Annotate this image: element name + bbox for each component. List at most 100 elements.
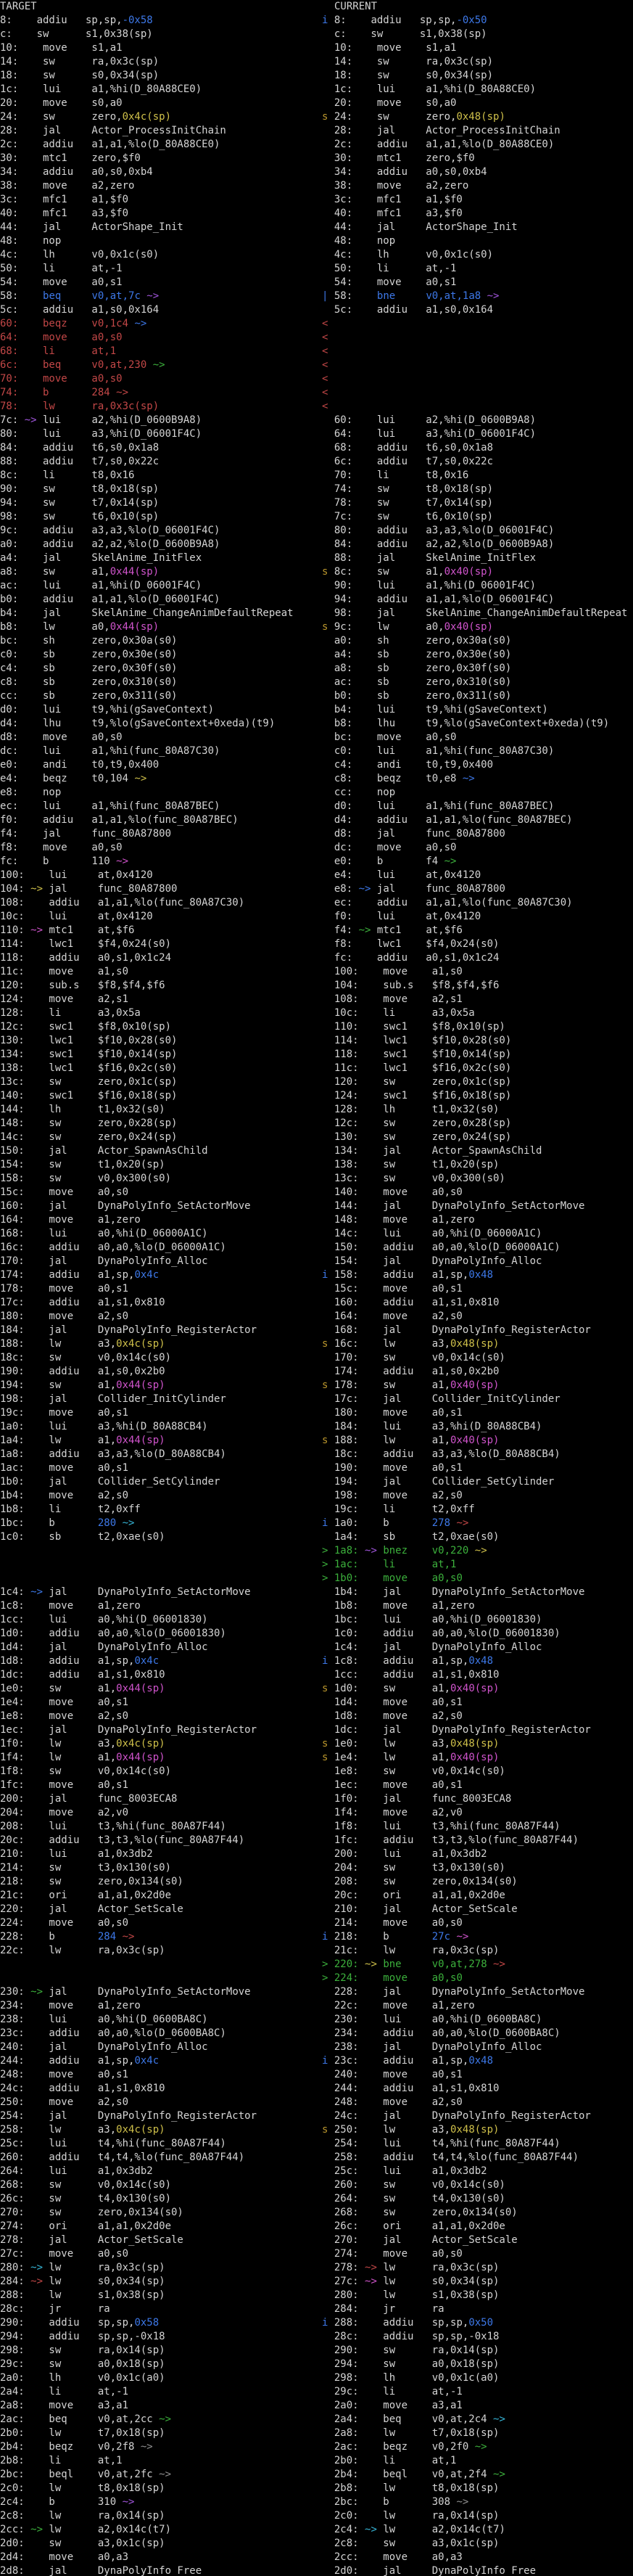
- asm-row: 17c: addiu a1,s1,0x810 160: addiu a1,s1,…: [0, 1296, 633, 1310]
- asm-text: 27c: move a0,s0: [0, 2248, 129, 2260]
- asm-row: > 1ac: li at,1: [0, 1558, 633, 1572]
- asm-row: 10: move s1,a1 10: move s1,a1: [0, 41, 633, 55]
- asm-row: 154: sw t1,0x20(sp) 138: sw t1,0x20(sp): [0, 1158, 633, 1172]
- target-cell: fc: b 110 ~>: [0, 855, 322, 869]
- asm-text: 230:: [0, 1986, 31, 1998]
- asm-text: 20: move s0,a0: [0, 97, 123, 109]
- target-cell: 15c: move a0,s0: [0, 1186, 322, 1199]
- current-cell: s 8c: sw a1,0x40(sp): [322, 565, 633, 579]
- asm-text: ~>: [487, 2413, 505, 2425]
- asm-text: 88: jal SkelAnime_InitFlex: [322, 552, 537, 564]
- current-cell: 22c: move a1,zero: [322, 1999, 633, 2013]
- asm-row: 210: lui a1,0x3db2 200: lui a1,0x3db2: [0, 1847, 633, 1861]
- diff-marker: s: [322, 1738, 328, 1750]
- current-cell: 248: move a2,s0: [322, 2096, 633, 2109]
- target-cell: 264: lui a1,0x3db2: [0, 2165, 322, 2178]
- asm-text: 0x44(sp): [109, 621, 160, 633]
- asm-text: 268: sw v0,0x14c(s0): [0, 2179, 172, 2191]
- asm-text: 18c: sw v0,0x14c(s0): [0, 1352, 172, 1363]
- asm-text: 0x40(sp): [450, 1379, 500, 1391]
- asm-text: 100: lui at,0x4120: [0, 869, 153, 881]
- asm-text: 15c: move a0,s1: [322, 1283, 463, 1295]
- asm-row: 220: jal Actor_SetScale 210: jal Actor_S…: [0, 1903, 633, 1916]
- target-cell: 204: move a2,v0: [0, 1806, 322, 1820]
- current-cell: b0: sb zero,0x311(s0): [322, 689, 633, 703]
- target-cell: 234: move a1,zero: [0, 1999, 322, 2013]
- asm-text: d0: lui t9,%hi(gSaveContext): [0, 704, 215, 715]
- asm-row: 108: addiu a1,a1,%lo(func_80A87C30) ec: …: [0, 896, 633, 910]
- diff-marker: i: [322, 1269, 328, 1281]
- current-cell: 2c: addiu a1,a1,%lo(D_80A88CE0): [322, 138, 633, 152]
- asm-row: 2c4: b 310 ~> 2bc: b 308 ~>: [0, 2495, 633, 2509]
- asm-row: 248: move a0,s1 240: move a0,s1: [0, 2068, 633, 2082]
- current-cell: 84: addiu a2,a2,%lo(D_0600B9A8): [322, 538, 633, 551]
- current-cell: 1dc: jal DynaPolyInfo_RegisterActor: [322, 1723, 633, 1737]
- target-cell: 170: jal DynaPolyInfo_Alloc: [0, 1255, 322, 1268]
- asm-text: 118: addiu a0,s1,0x1c24: [0, 952, 172, 964]
- current-cell: 44: jal ActorShape_Init: [322, 221, 633, 234]
- diff-marker: >: [322, 1559, 328, 1570]
- asm-row: 114: lwc1 $f4,0x24(s0) f8: lwc1 $f4,0x24…: [0, 938, 633, 951]
- target-cell: 180: move a2,s0: [0, 1310, 322, 1324]
- asm-row: 24: sw zero,0x4c(sp) s 24: sw zero,0x48(s…: [0, 110, 633, 124]
- asm-text: 118: swc1 $f10,0x14(sp): [322, 1049, 512, 1060]
- asm-row: 23c: addiu a0,a0,%lo(D_0600BA8C) 234: ad…: [0, 2027, 633, 2040]
- asm-row: 1dc: addiu a1,s1,0x810 1cc: addiu a1,s1,…: [0, 1668, 633, 1682]
- asm-text: 110: swc1 $f8,0x10(sp): [322, 1021, 505, 1033]
- asm-text: b0: addiu a1,a1,%lo(D_06001F4C): [0, 594, 220, 605]
- current-cell: 2a8: lw t7,0x18(sp): [322, 2427, 633, 2440]
- asm-text: 160: addiu a1,s1,0x810: [322, 1297, 500, 1308]
- asm-row: 148: sw zero,0x28(sp) 12c: sw zero,0x28(…: [0, 1117, 633, 1131]
- asm-text: 54: move a0,s1: [0, 276, 123, 288]
- asm-text: 1b4: jal DynaPolyInfo_SetActorMove: [334, 1586, 585, 1598]
- target-cell: e8: nop: [0, 786, 322, 800]
- asm-row: 8c: li t8,0x16 70: li t8,0x16: [0, 469, 633, 483]
- asm-text: 0x48: [468, 1655, 494, 1667]
- current-cell: 88: jal SkelAnime_InitFlex: [322, 551, 633, 565]
- asm-text: 2ac: beqz v0,2f0: [334, 2441, 469, 2453]
- target-cell: 28: jal Actor_ProcessInitChain: [0, 124, 322, 138]
- current-cell: 100: move a1,s0: [322, 965, 633, 979]
- target-cell: 4c: lh v0,0x1c(s0): [0, 248, 322, 262]
- asm-text: 1e8: sw v0,0x14c(s0): [322, 1765, 505, 1777]
- asm-row: 2d4: move a0,a3 2cc: move a0,a3: [0, 2551, 633, 2564]
- asm-text: 144: jal DynaPolyInfo_SetActorMove: [322, 1200, 585, 1212]
- asm-text: jal func_80A87800: [376, 883, 505, 895]
- asm-text: 34: addiu a0,s0,0xb4: [0, 166, 153, 178]
- current-cell: f4: ~> mtc1 at,$f6: [322, 924, 633, 938]
- current-cell: i 288: addiu sp,sp,0x50: [322, 2316, 633, 2330]
- current-cell: 27c: ~> lw s0,0x34(sp): [322, 2275, 633, 2289]
- target-cell: 54: move a0,s1: [0, 276, 322, 290]
- asm-text: mtc1 at,$f6: [376, 924, 463, 936]
- asm-text: 108: addiu a1,a1,%lo(func_80A87C30): [0, 897, 245, 908]
- current-cell: 290: sw ra,0x14(sp): [322, 2344, 633, 2358]
- asm-row: 1a4: lw a1,0x44(sp) s 188: lw a1,0x40(sp): [0, 1434, 633, 1448]
- asm-text: 164: move a1,zero: [0, 1214, 141, 1226]
- current-cell: c8: beqz t0,e8 ~>: [322, 772, 633, 786]
- target-cell: 2ac: beq v0,at,2cc ~>: [0, 2413, 322, 2427]
- asm-text: 1b4: move a2,s0: [0, 1490, 129, 1501]
- target-cell: 88: addiu t7,s0,0x22c: [0, 455, 322, 469]
- asm-row: 1f0: lw a3,0x4c(sp) s 1e0: lw a3,0x48(sp): [0, 1737, 633, 1751]
- asm-text: 244: addiu a1,sp,: [0, 2055, 135, 2067]
- asm-text: 268: sw zero,0x134(s0): [322, 2207, 518, 2218]
- asm-row: 190: addiu a1,s0,0x2b0 174: addiu a1,s0,…: [0, 1365, 633, 1379]
- asm-text: d4: lhu t9,%lo(gSaveContext+0xeda)(t9): [0, 718, 276, 729]
- target-cell: 78: lw ra,0x3c(sp): [0, 400, 322, 414]
- target-cell: 268: sw v0,0x14c(s0): [0, 2178, 322, 2192]
- target-cell: 1c8: move a1,zero: [0, 1599, 322, 1613]
- asm-row: 260: addiu t4,t4,%lo(func_80A87F44) 258:…: [0, 2151, 633, 2165]
- current-cell: 4c: lh v0,0x1c(s0): [322, 248, 633, 262]
- asm-text: 110:: [0, 924, 31, 936]
- asm-row: 100: lui at,0x4120 e4: lui at,0x4120: [0, 869, 633, 882]
- target-cell: 210: lui a1,0x3db2: [0, 1847, 322, 1861]
- current-cell: 28c: addiu sp,sp,-0x18: [322, 2330, 633, 2344]
- diff-marker: s: [322, 1435, 328, 1446]
- current-cell: 200: lui a1,0x3db2: [322, 1847, 633, 1861]
- asm-text: ~>: [30, 2262, 49, 2273]
- current-cell: f0: lui at,0x4120: [322, 910, 633, 924]
- asm-text: 1f8: lui t3,%hi(func_80A87F44): [322, 1821, 560, 1832]
- target-cell: 48: nop: [0, 234, 322, 248]
- current-cell: 128: lh t1,0x32(s0): [322, 1103, 633, 1117]
- asm-text: 5c: addiu a1,s0,0x164: [0, 304, 160, 316]
